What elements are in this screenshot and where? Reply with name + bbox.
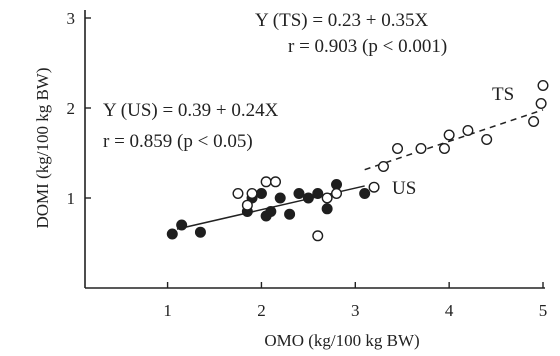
filled-data-point (255, 187, 267, 199)
filled-data-point (302, 192, 314, 204)
open-data-point (241, 199, 253, 211)
open-data-point (232, 187, 244, 199)
open-data-point (260, 176, 272, 188)
x-tick-label: 1 (163, 301, 172, 320)
y-axis-label: DOMI (kg/100 kg BW) (33, 67, 52, 228)
us-equation-text: Y (US) = 0.39 + 0.24X (103, 100, 279, 121)
open-data-point (438, 142, 450, 154)
ts-regression-line (364, 109, 544, 171)
y-tick-label: 3 (67, 9, 76, 28)
open-data-point (392, 142, 404, 154)
filled-data-point (166, 228, 178, 240)
open-data-point (377, 160, 389, 172)
ts-series-label: TS (492, 84, 514, 105)
filled-data-point (293, 187, 305, 199)
open-data-point (462, 124, 474, 136)
x-tick-label: 5 (539, 301, 548, 320)
filled-data-point (312, 187, 324, 199)
open-data-point (443, 129, 455, 141)
open-data-point (246, 187, 258, 199)
filled-data-point (331, 178, 343, 190)
x-tick-label: 2 (257, 301, 266, 320)
open-data-point (528, 115, 540, 127)
us-r-text: r = 0.859 (p < 0.05) (103, 131, 253, 152)
open-data-point (368, 181, 380, 193)
open-data-point (537, 79, 549, 91)
x-axis-label: OMO (kg/100 kg BW) (264, 331, 419, 350)
x-tick-label: 4 (445, 301, 454, 320)
open-data-point (535, 97, 547, 109)
y-tick-label: 2 (67, 99, 76, 118)
filled-data-point (284, 208, 296, 220)
open-data-point (415, 142, 427, 154)
y-tick-label: 1 (67, 189, 76, 208)
open-data-point (270, 176, 282, 188)
ts-equation-text: Y (TS) = 0.23 + 0.35X (255, 10, 429, 31)
filled-data-point (359, 187, 371, 199)
filled-data-point (176, 219, 188, 231)
open-data-point (331, 187, 343, 199)
filled-data-point (194, 226, 206, 238)
filled-data-point (321, 203, 333, 215)
us-series-label: US (392, 178, 416, 199)
filled-data-point (274, 192, 286, 204)
x-tick-label: 3 (351, 301, 360, 320)
filled-data-point (265, 205, 277, 217)
ts-r-text: r = 0.903 (p < 0.001) (288, 36, 447, 57)
open-data-point (481, 133, 493, 145)
open-data-point (321, 192, 333, 204)
open-data-point (312, 230, 324, 242)
